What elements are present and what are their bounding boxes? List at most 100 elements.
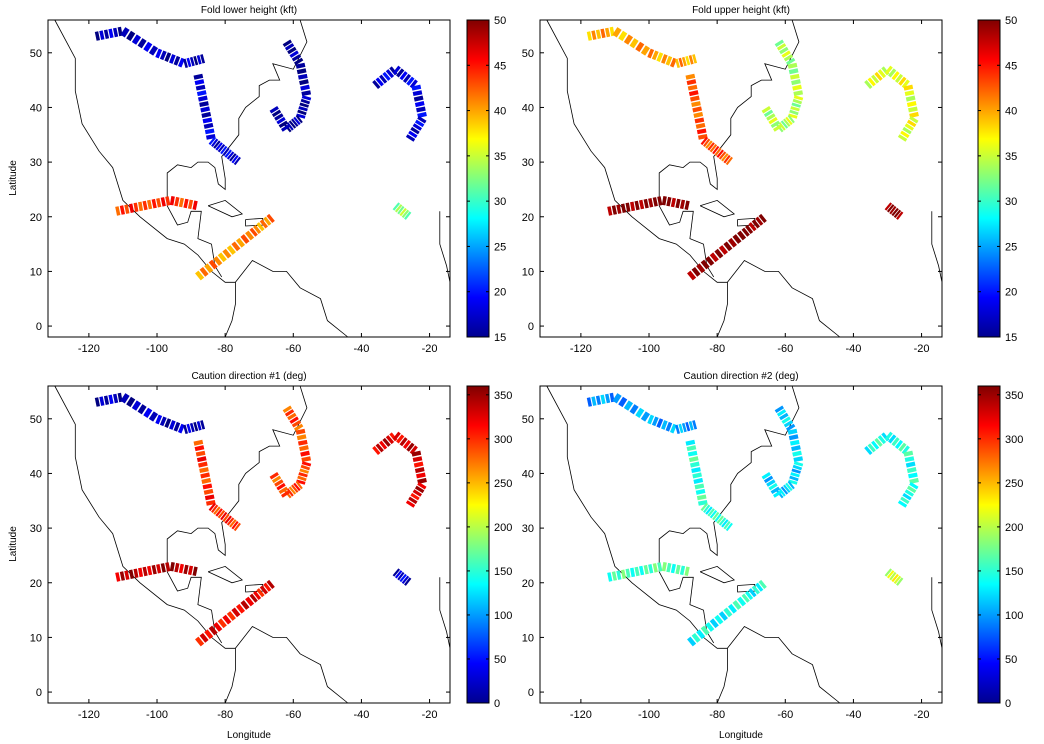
feature-segment-upper-midwest-arc (186, 57, 192, 68)
feature-segment-upper-midwest-arc (164, 418, 172, 428)
feature-segment-atlantic-loop (300, 98, 311, 105)
feature-segment-caribbean-band (226, 245, 236, 255)
feature-segment-upper-midwest-arc (183, 424, 189, 435)
feature-segment-eastern-trough (204, 128, 215, 135)
feature-segment-east-atlantic-spiral (414, 467, 425, 474)
feature-segment-eastern-trough (233, 156, 241, 166)
feature-segment-eastern-trough (692, 472, 702, 479)
feature-segment-caribbean-band (204, 629, 214, 640)
feature-segment-atlantic-loop (299, 445, 309, 452)
feature-segment-caribbean-band (253, 224, 262, 234)
feature-segment-east-atlantic-spiral (412, 456, 423, 463)
feature-layer (586, 26, 919, 281)
colorbar-tick-label: 20 (494, 287, 506, 299)
feature-segment-upper-midwest-arc (177, 57, 185, 68)
feature-segment-atlantic-loop (785, 482, 793, 492)
feature-segment-east-atlantic-spiral (897, 500, 908, 508)
feature-segment-east-atlantic-spiral (902, 492, 912, 501)
feature-segment-caribbean-band (714, 614, 724, 625)
panel-title: Fold upper height (kft) (692, 5, 790, 16)
feature-segment-upper-midwest-arc (103, 395, 110, 406)
feature-segment-subtropical-jet (666, 562, 672, 573)
feature-segment-upper-midwest-arc (117, 392, 123, 403)
feature-segment-eastern-trough (716, 149, 724, 158)
feature-segment-upper-midwest-arc (669, 423, 677, 434)
feature-segment-subtropical-jet (151, 198, 157, 209)
feature-segment-upper-midwest-arc (131, 400, 142, 411)
feature-segment-upper-midwest-arc (169, 420, 176, 430)
feature-segment-east-atlantic-spiral (874, 71, 883, 81)
feature-segment-caribbean-band (213, 622, 223, 632)
feature-segment-caribbean-band (745, 590, 754, 600)
feature-segment-eastern-trough (202, 483, 213, 490)
feature-segment-subtropical-jet (648, 197, 654, 208)
feature-segment-atlantic-loop (781, 416, 791, 424)
feature-segment-caribbean-band (222, 248, 232, 259)
feature-segment-east-atlantic-spiral (372, 80, 381, 90)
feature-segment-upper-midwest-arc (120, 27, 130, 38)
x-tick-label: -40 (353, 343, 369, 355)
feature-segment-eastern-trough (695, 122, 706, 129)
feature-segment-caribbean-band (249, 593, 258, 603)
feature-segment-upper-midwest-arc (665, 421, 673, 432)
feature-segment-eastern-trough (690, 95, 700, 102)
feature-segment-atlantic-loop (296, 68, 307, 75)
feature-segment-atlantic-loop (293, 423, 304, 432)
feature-segment-eastern-trough (205, 133, 216, 140)
coastline-yucatan (658, 184, 715, 278)
coastline-layer (54, 385, 451, 704)
feature-segment-east-atlantic-spiral (412, 489, 423, 497)
feature-segment-east-atlantic-spiral (399, 71, 408, 81)
feature-segment-east-atlantic-spiral (904, 456, 915, 463)
feature-segment-eastern-trough (203, 122, 214, 129)
colorbar-tick-label: 0 (494, 698, 500, 710)
feature-segment-east-atlantic-spiral (382, 71, 391, 81)
feature-segment-upper-midwest-arc (108, 394, 114, 405)
feature-segment-east-atlantic-spiral (406, 76, 415, 86)
feature-segment-atlantic-loop (766, 479, 776, 487)
feature-segment-subtropical-jet (192, 200, 198, 211)
feature-segment-caribbean-band (199, 266, 209, 277)
feature-segment-caribbean-band (714, 248, 724, 259)
feature-segment-subtropical-jet (616, 204, 622, 214)
feature-segment-caribbean-band (236, 237, 245, 248)
feature-segment-subtropical-jet (165, 196, 171, 206)
feature-segment-upper-midwest-arc (665, 55, 673, 66)
feature-segment-east-atlantic-spiral (874, 437, 883, 447)
feature-segment-subtropical-jet (620, 203, 627, 214)
coastline-north-america (54, 19, 236, 338)
feature-segment-east-atlantic-spiral (881, 432, 890, 442)
feature-segment-subtropical-jet (607, 572, 613, 582)
feature-segment-eastern-trough (697, 133, 708, 140)
coastline-yucatan (658, 550, 715, 644)
coastline-south-america (727, 625, 841, 704)
feature-segment-eastern-trough (686, 445, 697, 452)
feature-segment-eastern-trough (211, 138, 219, 147)
feature-segment-subtropical-jet (684, 566, 690, 577)
feature-segment-subtropical-jet (192, 566, 198, 577)
feature-segment-eastern-trough (687, 84, 698, 91)
feature-segment-cape-verde-patch (893, 209, 902, 218)
feature-segment-caribbean-band (256, 588, 265, 598)
feature-segment-caribbean-band (745, 224, 754, 234)
feature-segment-atlantic-loop (299, 79, 309, 86)
feature-segment-caribbean-band (691, 632, 701, 643)
feature-segment-east-atlantic-spiral (901, 79, 910, 89)
feature-segment-caribbean-band (700, 259, 710, 270)
panel-fold-upper-height: Fold upper height (kft) -120 -100 -80 -60 -4… (522, 5, 1018, 355)
feature-segment-caribbean-band (266, 579, 275, 590)
feature-segment-caribbean-band (195, 270, 205, 281)
feature-segment-upper-midwest-arc (688, 55, 694, 65)
feature-segment-subtropical-jet (670, 563, 677, 574)
feature-segment-atlantic-loop (301, 461, 312, 467)
x-tick-label: -40 (845, 343, 861, 355)
feature-segment-east-atlantic-spiral (408, 130, 418, 139)
feature-segment-atlantic-loop (300, 84, 310, 91)
feature-segment-atlantic-loop (793, 461, 804, 467)
feature-segment-upper-midwest-arc (661, 54, 668, 64)
y-tick-label: 0 (528, 687, 534, 699)
feature-segment-atlantic-loop (284, 43, 295, 51)
feature-segment-cape-verde-patch (397, 571, 405, 581)
feature-segment-caribbean-band (751, 585, 761, 595)
x-tick-label: -60 (285, 709, 301, 721)
